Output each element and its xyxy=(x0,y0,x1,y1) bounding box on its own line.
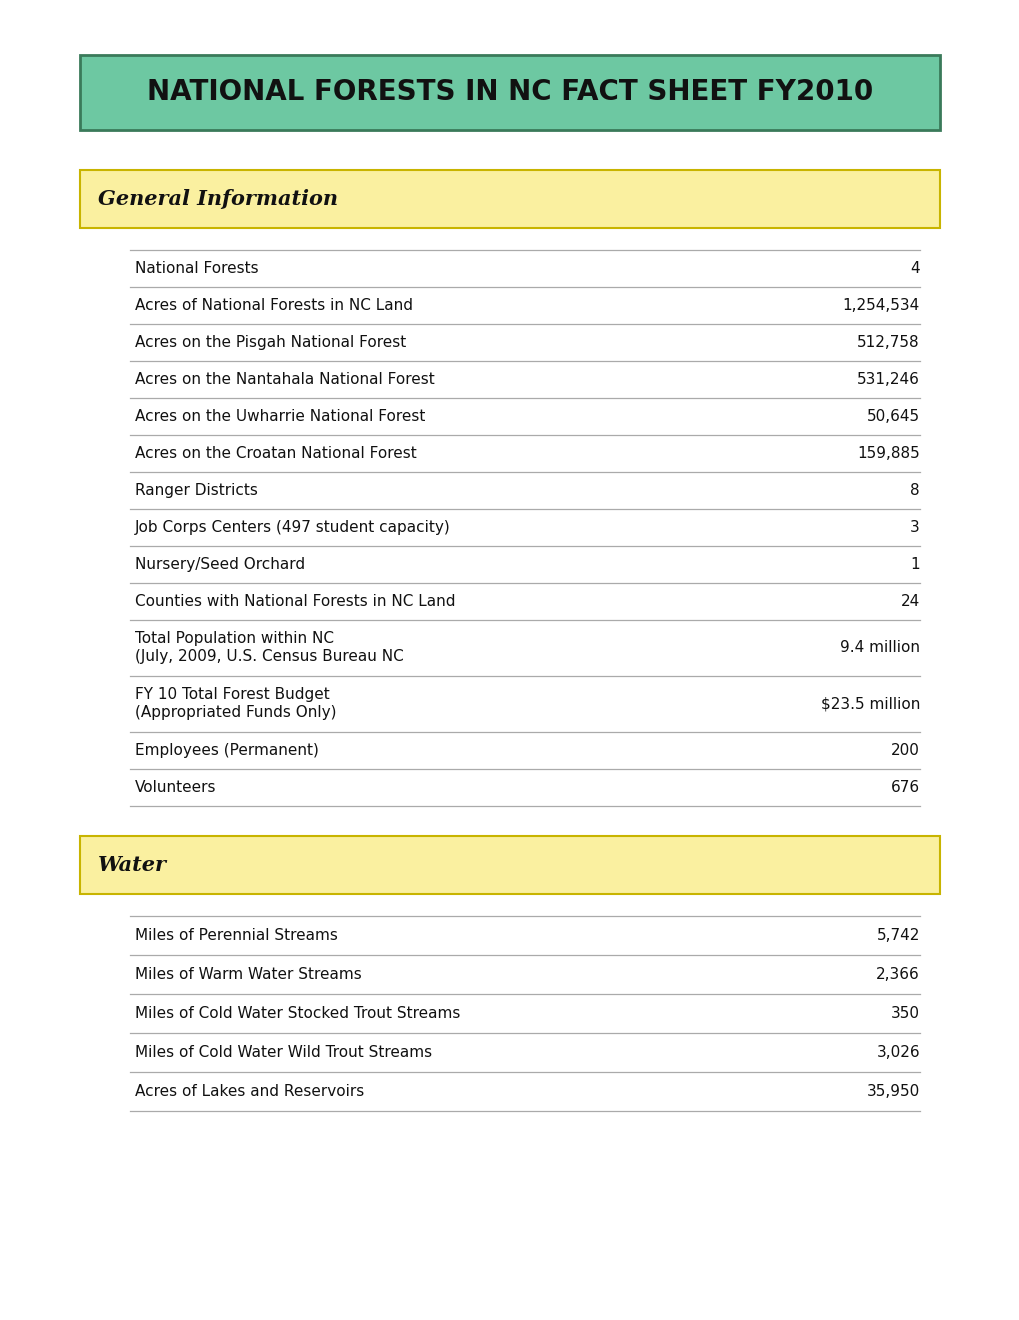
Text: Miles of Cold Water Wild Trout Streams: Miles of Cold Water Wild Trout Streams xyxy=(135,1045,432,1060)
FancyBboxPatch shape xyxy=(79,836,940,894)
FancyBboxPatch shape xyxy=(79,55,940,129)
Text: 8: 8 xyxy=(910,483,919,498)
Text: Acres of Lakes and Reservoirs: Acres of Lakes and Reservoirs xyxy=(135,1084,364,1100)
Text: 676: 676 xyxy=(890,780,919,795)
Text: National Forests: National Forests xyxy=(135,261,259,276)
Text: Water: Water xyxy=(98,855,167,875)
Text: Nursery/Seed Orchard: Nursery/Seed Orchard xyxy=(135,557,305,572)
Text: Counties with National Forests in NC Land: Counties with National Forests in NC Lan… xyxy=(135,594,455,609)
Text: 531,246: 531,246 xyxy=(856,372,919,387)
Text: FY 10 Total Forest Budget: FY 10 Total Forest Budget xyxy=(135,688,329,702)
Text: Acres on the Uwharrie National Forest: Acres on the Uwharrie National Forest xyxy=(135,409,425,424)
Text: Acres on the Nantahala National Forest: Acres on the Nantahala National Forest xyxy=(135,372,434,387)
Text: 4: 4 xyxy=(910,261,919,276)
Text: 159,885: 159,885 xyxy=(856,446,919,461)
Text: 512,758: 512,758 xyxy=(857,335,919,350)
Text: 24: 24 xyxy=(900,594,919,609)
Text: $23.5 million: $23.5 million xyxy=(820,697,919,711)
Text: Acres on the Pisgah National Forest: Acres on the Pisgah National Forest xyxy=(135,335,406,350)
Text: Job Corps Centers (497 student capacity): Job Corps Centers (497 student capacity) xyxy=(135,520,450,535)
Text: 5,742: 5,742 xyxy=(875,928,919,942)
Text: Miles of Cold Water Stocked Trout Streams: Miles of Cold Water Stocked Trout Stream… xyxy=(135,1006,460,1020)
Text: 200: 200 xyxy=(891,743,919,758)
Text: 1,254,534: 1,254,534 xyxy=(842,298,919,313)
Text: 9.4 million: 9.4 million xyxy=(840,640,919,656)
Text: (Appropriated Funds Only): (Appropriated Funds Only) xyxy=(135,705,336,721)
Text: General Information: General Information xyxy=(98,189,337,209)
Text: Employees (Permanent): Employees (Permanent) xyxy=(135,743,319,758)
Text: 350: 350 xyxy=(891,1006,919,1020)
Text: Volunteers: Volunteers xyxy=(135,780,216,795)
Text: 1: 1 xyxy=(910,557,919,572)
Text: 3,026: 3,026 xyxy=(875,1045,919,1060)
Text: 2,366: 2,366 xyxy=(875,968,919,982)
Text: 50,645: 50,645 xyxy=(866,409,919,424)
Text: (July, 2009, U.S. Census Bureau NC: (July, 2009, U.S. Census Bureau NC xyxy=(135,649,404,664)
FancyBboxPatch shape xyxy=(79,170,940,228)
Text: Total Population within NC: Total Population within NC xyxy=(135,631,333,647)
Text: Ranger Districts: Ranger Districts xyxy=(135,483,258,498)
Text: Miles of Warm Water Streams: Miles of Warm Water Streams xyxy=(135,968,362,982)
Text: 35,950: 35,950 xyxy=(866,1084,919,1100)
Text: Acres on the Croatan National Forest: Acres on the Croatan National Forest xyxy=(135,446,417,461)
Text: NATIONAL FORESTS IN NC FACT SHEET FY2010: NATIONAL FORESTS IN NC FACT SHEET FY2010 xyxy=(147,78,872,107)
Text: Miles of Perennial Streams: Miles of Perennial Streams xyxy=(135,928,337,942)
Text: Acres of National Forests in NC Land: Acres of National Forests in NC Land xyxy=(135,298,413,313)
Text: 3: 3 xyxy=(909,520,919,535)
